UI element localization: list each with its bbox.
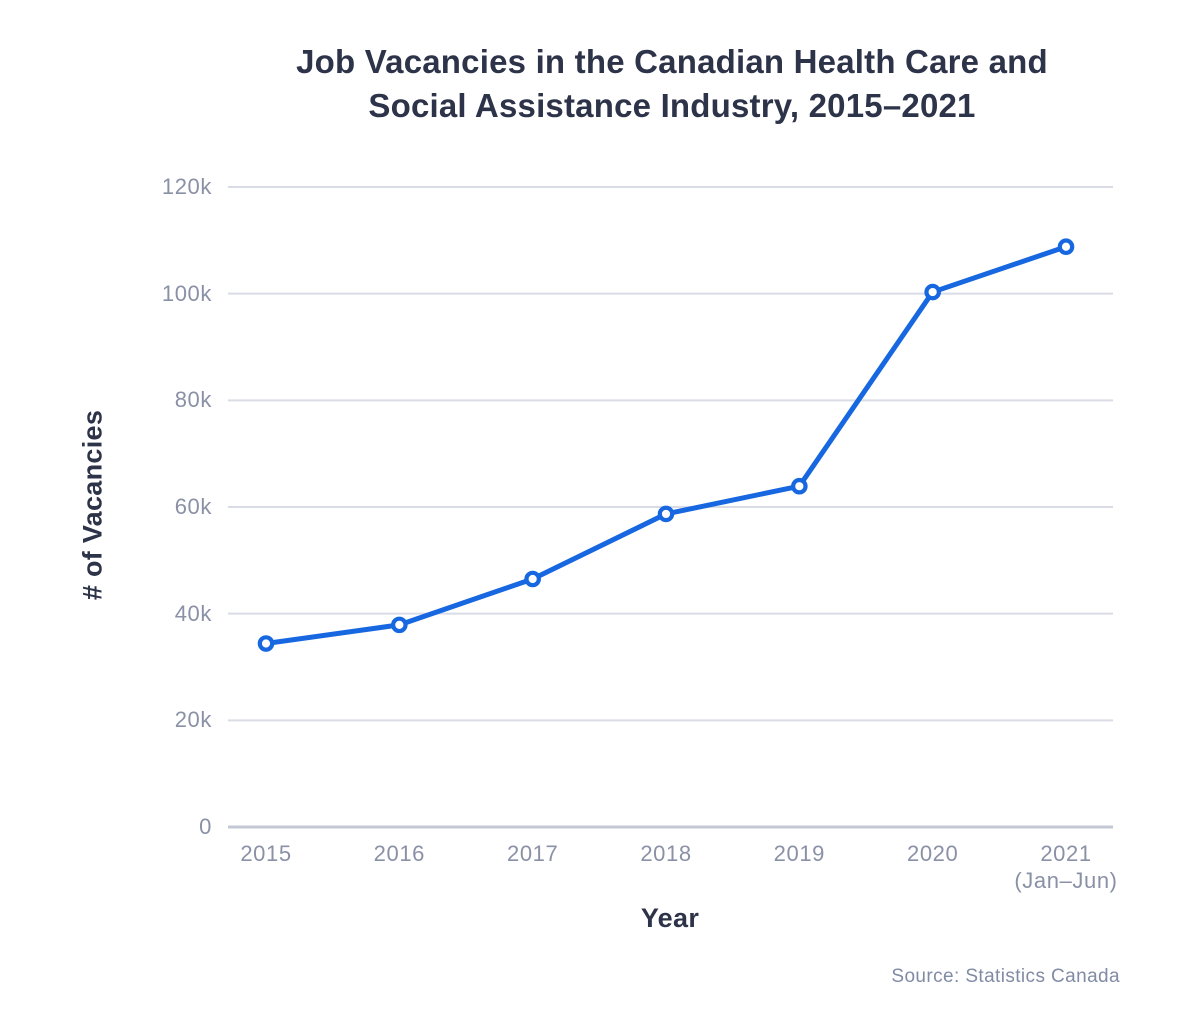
chart-title-line-1: Job Vacancies in the Canadian Health Car… [296,43,1048,80]
series-line [263,244,1069,647]
data-point-2020 [924,283,941,301]
x-tick-label-2021: 2021 (Jan–Jun) [1014,841,1118,893]
data-point-2018 [657,505,675,523]
x-tick-label-2018: 2018 [640,841,692,866]
x-tick-label-2020: 2020 [906,841,959,866]
x-tick-label-2015: 2015 [240,841,292,866]
y-tick-label-80k: 80k [174,387,212,413]
x-tick-label-2017: 2017 [506,841,559,866]
y-tick-label-0: 0 [199,814,212,839]
y-tick-label-40k: 40k [174,600,212,626]
data-point-2019 [791,477,808,495]
y-tick-label-60k: 60k [174,494,212,519]
data-point-2015 [257,635,275,652]
x-axis-title: Year [640,903,700,933]
x-tick-label-2016: 2016 [373,841,425,866]
data-point-2021 [1057,238,1075,256]
x-tick-label-2019: 2019 [773,841,825,866]
y-tick-label-100k: 100k [161,280,212,306]
source-note: Source: Statistics Canada [891,966,1120,987]
chart-title-line-2: Social Assistance Industry, 2015–2021 [368,87,976,124]
chart-title: Job Vacancies in the Canadian Health Car… [144,40,1200,128]
y-tick-label-120k: 120k [161,174,212,199]
data-point-2017 [524,570,541,588]
y-axis-tick-labels: 0 20k 40k 60k 80k 100k 120k [0,0,212,1030]
y-tick-label-20k: 20k [174,707,212,733]
data-point-2016 [391,616,408,634]
